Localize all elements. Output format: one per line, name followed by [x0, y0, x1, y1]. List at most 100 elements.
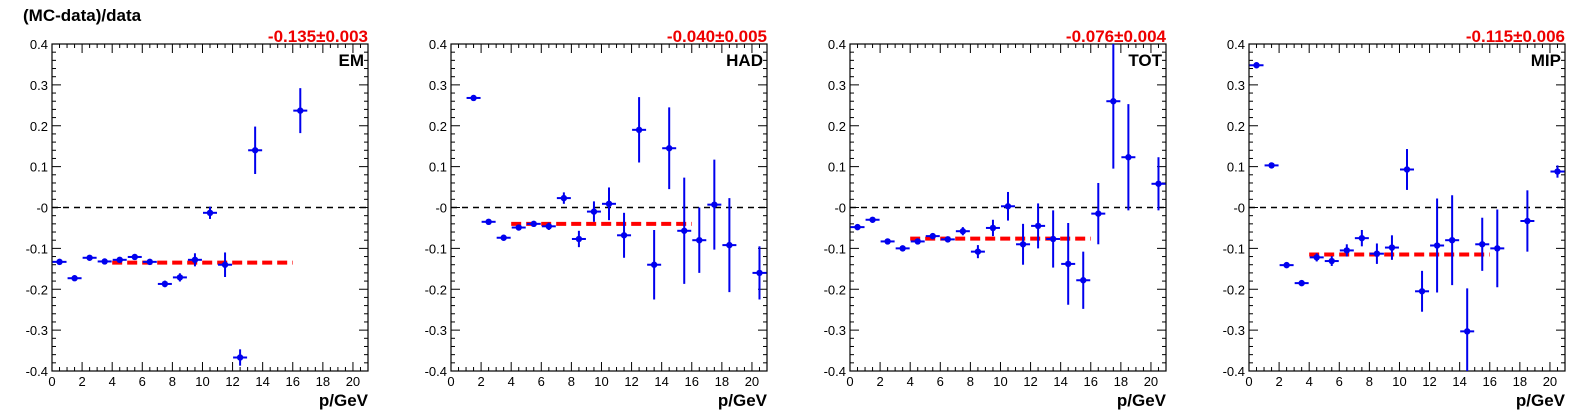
x-tick-label: 2: [78, 374, 85, 389]
data-marker: [1019, 241, 1027, 248]
x-tick-label: 10: [1392, 374, 1406, 389]
fit-value-label: -0.135±0.003: [268, 27, 368, 46]
y-tick-label: -0.1: [425, 241, 447, 256]
x-tick-label: 16: [1483, 374, 1497, 389]
data-marker: [131, 253, 138, 261]
data-marker: [560, 194, 568, 202]
data-marker: [116, 256, 123, 264]
x-tick-label: 8: [568, 374, 575, 389]
panel-had: 0 2 4 6 8 10 12 14 16 18 20 -0.4 -0.3 -0.2 -0.1 -0 0.1 0.…: [425, 27, 768, 410]
data-point: [677, 177, 692, 284]
x-tick-label: 14: [654, 374, 668, 389]
data-marker: [1448, 237, 1456, 244]
data-marker: [221, 261, 229, 268]
y-tick-label: 0.1: [1227, 160, 1245, 175]
y-tick-label: -0.3: [824, 323, 846, 338]
data-marker: [1328, 257, 1335, 265]
data-marker: [1313, 254, 1320, 261]
x-tick-label: 0: [447, 374, 454, 389]
y-tick-label: -0.3: [1223, 323, 1245, 338]
y-axis-title: (MC-data)/data: [23, 6, 142, 25]
data-point: [1249, 62, 1264, 69]
data-marker: [470, 94, 477, 102]
y-tick-label: -0.4: [824, 364, 846, 379]
data-marker: [297, 107, 304, 114]
data-point: [67, 275, 82, 282]
data-point: [556, 192, 571, 204]
data-marker: [1064, 260, 1072, 268]
data-marker: [756, 269, 763, 277]
data-marker: [545, 223, 553, 230]
x-tick-label: 20: [1543, 374, 1557, 389]
data-marker: [869, 216, 876, 223]
data-marker: [620, 232, 628, 239]
data-marker: [161, 280, 169, 288]
x-tick-label: 16: [1084, 374, 1098, 389]
data-point: [82, 254, 97, 261]
data-point: [142, 258, 157, 266]
data-point: [1091, 182, 1106, 245]
data-point: [481, 218, 496, 226]
data-point: [127, 253, 142, 261]
x-tick-label: 8: [967, 374, 974, 389]
data-point: [707, 159, 722, 250]
x-tick-label: 12: [624, 374, 638, 389]
data-point: [203, 206, 217, 219]
y-tick-label: -0: [36, 201, 48, 216]
data-point: [496, 234, 511, 241]
panel-mip: 0 2 4 6 8 10 12 14 16 18 20 -0.4 -0.3 -0.2 -0.1 -0 0.1 0.…: [1223, 27, 1566, 410]
data-marker: [974, 248, 982, 255]
data-point: [1294, 279, 1309, 287]
y-tick-label: 0.1: [828, 160, 846, 175]
y-tick-label: 0.2: [30, 119, 48, 134]
data-marker: [959, 228, 967, 235]
data-point: [1279, 261, 1294, 269]
data-marker: [101, 258, 108, 265]
data-point: [1460, 288, 1475, 371]
data-marker: [236, 354, 244, 361]
data-point: [925, 232, 940, 240]
data-point: [586, 201, 601, 222]
x-tick-label: 0: [48, 374, 55, 389]
data-marker: [176, 274, 184, 281]
y-tick-label: -0.4: [425, 364, 447, 379]
data-marker: [899, 245, 906, 252]
data-point: [1046, 210, 1061, 268]
data-marker: [681, 227, 688, 234]
y-tick-label: -0.1: [26, 241, 48, 256]
data-point: [1016, 223, 1031, 265]
data-point: [1445, 195, 1460, 286]
data-point: [541, 222, 556, 230]
x-tick-label: 10: [993, 374, 1007, 389]
data-marker: [86, 254, 93, 261]
x-tick-label: 0: [1245, 374, 1252, 389]
data-point: [1475, 217, 1490, 271]
y-tick-label: 0.2: [1227, 119, 1245, 134]
x-tick-label: 18: [1513, 374, 1527, 389]
x-axis-title: p/GeV: [319, 391, 369, 410]
y-tick-label: -0.3: [26, 323, 48, 338]
data-marker: [854, 223, 861, 231]
data-point: [511, 224, 526, 231]
data-marker: [1125, 154, 1132, 161]
y-tick-label: -0: [834, 201, 846, 216]
data-marker: [1524, 217, 1531, 225]
data-point: [233, 349, 248, 366]
data-marker: [696, 237, 703, 244]
y-tick-label: 0.3: [30, 78, 48, 93]
data-marker: [1253, 62, 1260, 69]
x-tick-label: 20: [346, 374, 360, 389]
data-point: [112, 256, 127, 264]
data-point: [1339, 244, 1354, 257]
data-point: [1264, 162, 1279, 169]
data-marker: [590, 208, 598, 215]
data-marker: [650, 261, 658, 268]
x-tick-label: 6: [1336, 374, 1343, 389]
data-point: [1490, 209, 1505, 288]
data-marker: [251, 147, 259, 154]
y-tick-label: 0.2: [828, 119, 846, 134]
data-marker: [1080, 277, 1087, 284]
data-point: [970, 245, 985, 259]
fit-value-label: -0.115±0.006: [1466, 27, 1565, 46]
data-marker: [191, 256, 199, 264]
